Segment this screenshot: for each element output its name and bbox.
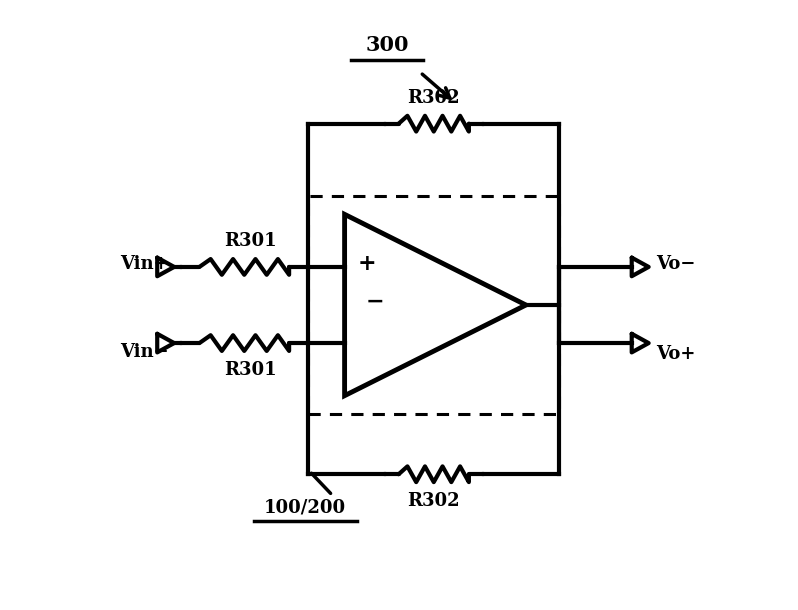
Text: R302: R302 [408, 88, 460, 107]
Text: Vin+: Vin+ [120, 255, 168, 273]
Text: −: − [365, 291, 385, 313]
Text: R302: R302 [408, 492, 460, 511]
Text: Vo−: Vo− [656, 255, 695, 273]
Text: Vin−: Vin− [120, 343, 168, 361]
Text: 300: 300 [365, 35, 409, 55]
Bar [308, 196, 559, 414]
Text: Vo+: Vo+ [656, 345, 695, 363]
Text: 100/200: 100/200 [264, 498, 346, 517]
Text: R301: R301 [224, 361, 277, 379]
Text: +: + [358, 253, 377, 275]
Text: R301: R301 [224, 232, 277, 250]
